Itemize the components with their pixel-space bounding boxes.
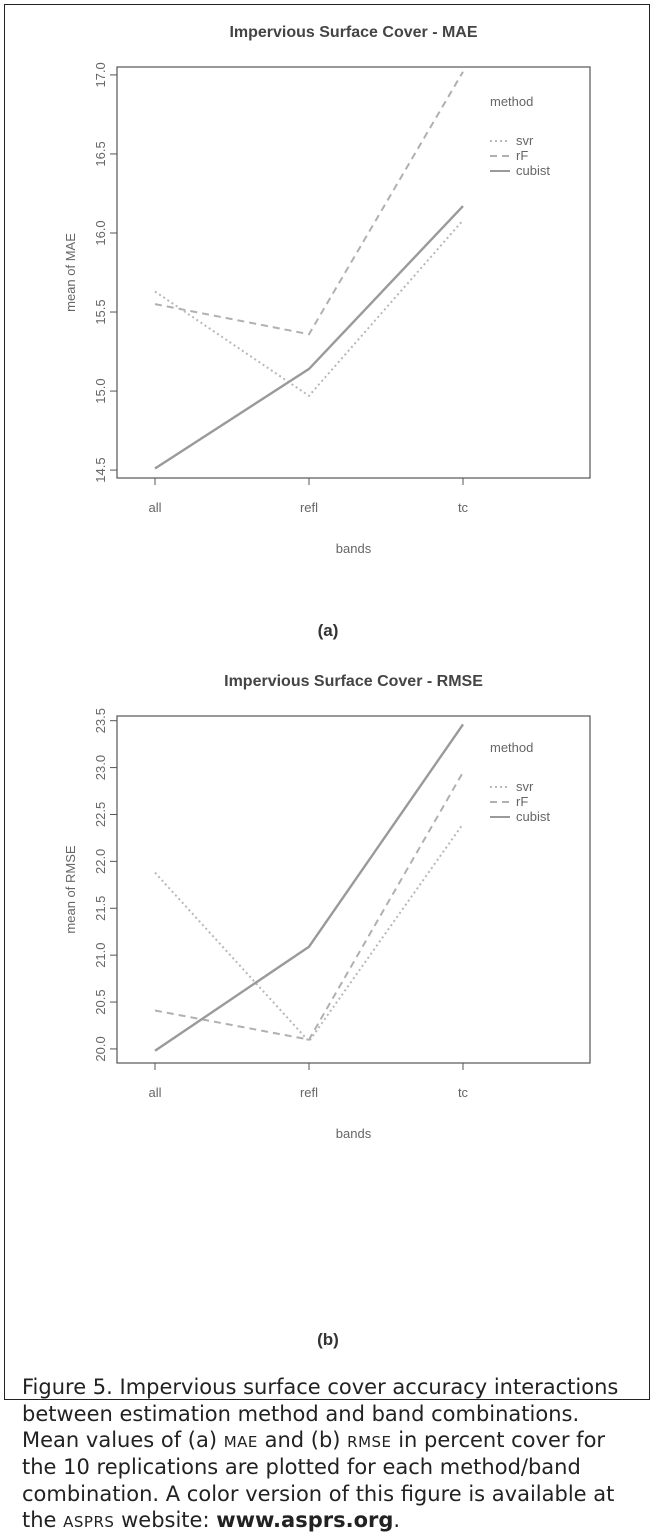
y-tick-label: 16.0 xyxy=(93,220,108,245)
chart-mae: Impervious Surface Cover - MAE 14.5 15.0 15… xyxy=(63,24,591,556)
legend-label-cubist: cubist xyxy=(516,809,550,824)
panel-b-label: (b) xyxy=(317,1330,339,1349)
y-tick-label: 15.5 xyxy=(93,299,108,324)
x-axis-label: bands xyxy=(336,1126,372,1141)
x-tick-label: refl xyxy=(300,1085,318,1100)
x-tick-label: tc xyxy=(458,1085,469,1100)
chart-title: Impervious Surface Cover - MAE xyxy=(229,24,477,41)
legend-label-rf: rF xyxy=(516,794,528,809)
y-tick-label: 20.5 xyxy=(93,989,108,1014)
plot-frame xyxy=(116,715,591,1064)
caption-abbr-asprs: ASPRS xyxy=(63,1513,115,1532)
y-tick-label: 15.0 xyxy=(93,378,108,403)
series-line-rf xyxy=(154,771,464,1041)
series-line-svr xyxy=(154,219,464,398)
y-tick-label: 22.0 xyxy=(93,849,108,874)
x-tick-label: refl xyxy=(300,500,318,515)
y-tick-label: 21.0 xyxy=(93,942,108,967)
y-tick-label: 14.5 xyxy=(93,457,108,482)
legend-title: method xyxy=(490,740,533,755)
chart-title: Impervious Surface Cover - RMSE xyxy=(224,673,483,690)
caption-end: . xyxy=(393,1508,401,1533)
series-line-cubist xyxy=(154,205,464,470)
caption-abbr-rmse: RMSE xyxy=(347,1433,392,1452)
legend-title: method xyxy=(490,94,533,109)
caption-tail2: website: xyxy=(114,1508,217,1533)
x-tick-label: all xyxy=(148,1085,161,1100)
y-tick-label: 16.5 xyxy=(93,141,108,166)
caption-mid: and (b) xyxy=(257,1428,348,1453)
caption-url-link[interactable]: www.asprs.org xyxy=(216,1508,394,1533)
figure-caption: Figure 5. Impervious surface cover accur… xyxy=(22,1374,632,1534)
y-tick-label: 23.5 xyxy=(93,708,108,733)
y-tick-label: 20.0 xyxy=(93,1036,108,1061)
x-tick-label: tc xyxy=(458,500,469,515)
y-axis-label: mean of RMSE xyxy=(63,845,78,933)
panel-a-label: (a) xyxy=(317,621,339,640)
y-tick-label: 21.5 xyxy=(93,896,108,921)
legend-label-cubist: cubist xyxy=(516,163,550,178)
y-tick-label: 22.5 xyxy=(93,802,108,827)
series-line-svr xyxy=(154,823,464,1043)
figure-frame xyxy=(4,4,650,1400)
caption-abbr-mae: MAE xyxy=(223,1433,258,1452)
y-tick-label: 23.0 xyxy=(93,755,108,780)
plot-frame xyxy=(116,66,591,479)
legend-label-svr: svr xyxy=(516,133,534,148)
x-tick-label: all xyxy=(148,500,161,515)
x-axis-label: bands xyxy=(336,541,372,556)
legend-label-rf: rF xyxy=(516,148,528,163)
series-line-rf xyxy=(154,71,464,336)
chart-rmse: Impervious Surface Cover - RMSE 20.0 20.5 2… xyxy=(63,673,591,1141)
y-tick-label: 17.0 xyxy=(93,62,108,87)
series-line-cubist xyxy=(154,723,464,1052)
y-axis-label: mean of MAE xyxy=(63,233,78,312)
legend-label-svr: svr xyxy=(516,779,534,794)
